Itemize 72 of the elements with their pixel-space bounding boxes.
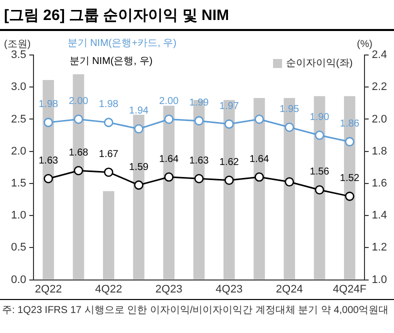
data-label: 1.67	[98, 148, 119, 160]
point	[254, 114, 264, 124]
legend-label: 순이자이익(좌)	[286, 58, 353, 69]
data-label: 1.52	[340, 173, 360, 184]
point	[314, 185, 324, 195]
data-label: 1.59	[129, 162, 149, 173]
text: 분기 NIM(은행+카드, 우)	[67, 38, 176, 49]
point	[254, 172, 264, 182]
text: 분기 NIM(은행, 우)	[69, 56, 153, 67]
y-axis-title: (조원)	[4, 38, 31, 50]
x-tick-label: 4Q23	[216, 283, 243, 296]
bar	[102, 191, 114, 280]
point	[284, 177, 294, 186]
y-tick-label: 3.5	[10, 49, 26, 62]
point	[164, 114, 174, 124]
point	[134, 180, 144, 190]
data-label: 1.63	[38, 155, 59, 166]
y-tick-label: 2.0	[10, 145, 26, 158]
point	[314, 130, 324, 140]
data-label: 2.00	[159, 96, 180, 107]
text: 주: 1Q23 IFRS 17 시행으로 인한 이자이익/비이자이익간 계정대체 분기 약 4,000억원대	[2, 304, 390, 317]
data-label: 1.64	[159, 154, 180, 165]
data-label: 1.98	[38, 99, 59, 110]
y2-axis-title: (%)	[356, 38, 372, 50]
point	[194, 116, 204, 126]
point	[104, 118, 114, 128]
data-label: 1.68	[68, 147, 89, 158]
point	[164, 172, 174, 182]
point	[284, 122, 294, 132]
y-tick-label: 1.0	[10, 210, 26, 222]
data-label: 1.64	[250, 154, 270, 165]
point	[344, 192, 354, 201]
y-tick-label: 0.0	[10, 274, 26, 286]
point	[224, 176, 234, 185]
y2-tick-label: 2.2	[372, 81, 388, 94]
data-label: 1.98	[98, 99, 119, 110]
point	[104, 168, 114, 177]
y2-tick-label: 2.4	[372, 49, 388, 62]
point	[44, 118, 54, 128]
point	[44, 174, 54, 184]
y-tick-label: 1.5	[10, 177, 26, 190]
data-label: 2.00	[68, 96, 89, 107]
data-label: 1.94	[129, 106, 149, 117]
y-tick-label: 0.5	[10, 242, 26, 254]
chart-title: [그림 26] 그룹 순이자이익 및 NIM	[0, 0, 394, 31]
y2-tick-label: 1.0	[372, 274, 388, 286]
point	[344, 137, 354, 146]
point	[74, 114, 84, 124]
data-label: 1.62	[219, 156, 240, 168]
point	[74, 166, 84, 176]
y-tick-label: 2.5	[10, 113, 26, 126]
data-label: 1.99	[189, 98, 210, 109]
data-label: 1.56	[310, 166, 330, 178]
x-tick-label: 2Q23	[155, 283, 182, 296]
y2-tick-label: 1.4	[372, 210, 388, 222]
y2-tick-label: 1.6	[372, 177, 388, 190]
data-label: 1.86	[340, 118, 360, 130]
point	[194, 174, 204, 184]
data-label: 1.63	[189, 155, 210, 166]
y-tick-label: 3.0	[10, 81, 26, 94]
point	[224, 119, 234, 129]
data-label: 1.90	[310, 112, 330, 124]
point	[134, 124, 144, 134]
y2-tick-label: 1.2	[372, 242, 388, 254]
x-tick-label: 2Q22	[34, 283, 62, 296]
data-label: 1.97	[219, 100, 240, 112]
y2-tick-label: 1.8	[372, 145, 388, 158]
x-tick-label: 2Q24	[276, 283, 303, 296]
y2-tick-label: 2.0	[372, 113, 388, 126]
data-label: 1.95	[280, 104, 300, 116]
x-tick-label: 4Q22	[95, 283, 122, 296]
x-tick-label: 4Q24F	[332, 283, 367, 296]
